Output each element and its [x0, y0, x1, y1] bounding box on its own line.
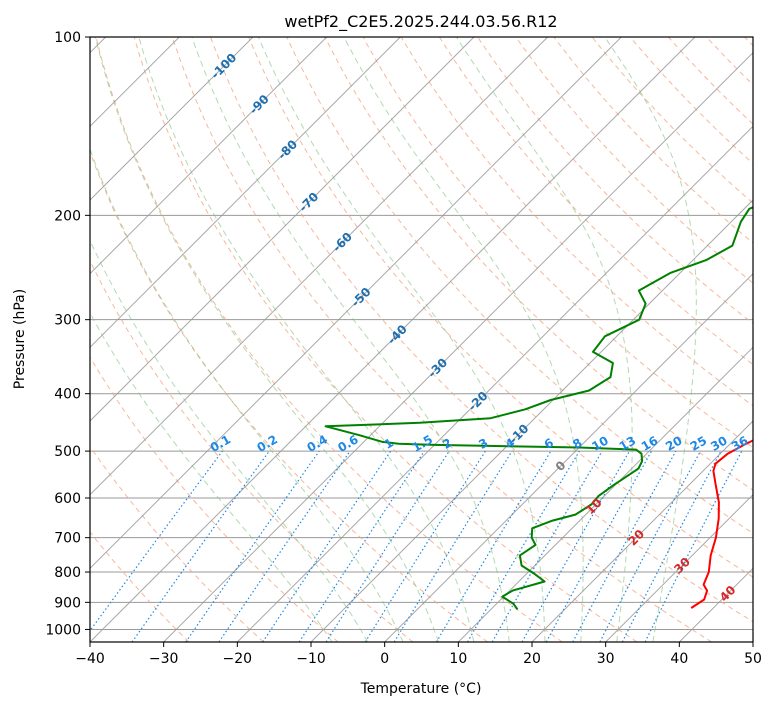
dry-adiabat: [438, 37, 753, 366]
profile-lines: [324, 206, 753, 610]
dry-adiabat: [591, 37, 753, 204]
dry-adiabat: [90, 531, 190, 642]
mixing-ratio-line: [599, 450, 702, 642]
x-tick-label: 20: [523, 651, 541, 667]
mixing-ratio-line: [545, 450, 653, 642]
mixing-ratio-label: 0.1: [208, 432, 233, 455]
moist-adiabat: [90, 311, 333, 642]
moist-adiabat: [90, 239, 369, 642]
x-tick-label: −30: [149, 651, 179, 667]
x-tick-label: 50: [744, 651, 762, 667]
mixing-ratio-line: [325, 450, 450, 642]
temperature-profile: [690, 439, 753, 609]
y-axis-label: Pressure (hPa): [12, 289, 28, 389]
isotherm: [90, 37, 696, 642]
x-tick-label: 30: [597, 651, 615, 667]
y-tick-label: 900: [54, 595, 81, 611]
isotherm: [90, 37, 622, 570]
mixing-ratio-line: [364, 450, 486, 642]
dry-adiabat: [133, 37, 638, 642]
y-tick-label: 100: [54, 30, 81, 46]
x-tick-label: −20: [223, 651, 253, 667]
isotherm: [90, 37, 401, 349]
mixing-ratio-line: [218, 450, 351, 642]
moist-adiabat: [604, 37, 697, 642]
axes: −40 −30 −20 −10 0 10 20 30 40 5010020030040050060…: [45, 30, 762, 667]
isotherm: [310, 199, 753, 642]
isotherm: [90, 37, 328, 275]
mixing-ratio-line: [131, 450, 270, 642]
y-tick-label: 600: [54, 491, 81, 507]
mixing-ratio-label: 0.2: [255, 432, 280, 455]
isotherm: [90, 37, 475, 422]
dry-adiabat: [515, 37, 753, 284]
mixing-ratio-line: [521, 450, 631, 642]
y-tick-label: 400: [54, 387, 81, 403]
mixing-ratio-line: [90, 450, 223, 632]
isotherm: [384, 272, 753, 642]
y-tick-label: 500: [54, 444, 81, 460]
x-tick-label: 40: [670, 651, 688, 667]
dry-adiabat: [248, 37, 753, 578]
mixing-ratio-label: 2: [440, 435, 454, 451]
mixing-ratio-line: [644, 450, 743, 642]
dry-adiabat: [90, 356, 339, 642]
isotherm: [236, 125, 753, 642]
moist-adiabat: [343, 37, 584, 642]
dry-adiabat: [668, 37, 753, 125]
plot-frame: [89, 36, 754, 643]
dry-adiabat: [90, 259, 414, 642]
y-tick-label: 700: [54, 531, 81, 547]
x-axis-label: Temperature (°C): [360, 681, 482, 697]
dry-adiabat: [744, 37, 753, 47]
isotherm: [457, 346, 753, 642]
mixing-ratio-line: [572, 450, 677, 642]
mixing-ratio-line: [393, 450, 513, 642]
dry-adiabat: [706, 37, 753, 86]
dry-adiabat: [90, 150, 488, 642]
x-tick-label: 10: [449, 651, 467, 667]
isotherm: [531, 420, 753, 642]
x-tick-label: −40: [75, 651, 105, 667]
dry-adiabat: [95, 37, 563, 642]
moist-adiabat: [257, 37, 546, 642]
moist-adiabat: [90, 147, 404, 642]
dry-adiabat: [400, 37, 753, 407]
mixing-ratio-label: 3: [476, 435, 490, 451]
background-lines: [90, 37, 753, 642]
x-tick-label: −10: [296, 651, 326, 667]
mixing-ratio-label: 0.6: [335, 432, 360, 455]
isotherm: [90, 37, 254, 201]
dry-adiabat: [553, 37, 753, 244]
dry-adiabat: [210, 37, 753, 623]
mixing-ratio-line: [262, 450, 392, 642]
isotherm: [605, 493, 753, 642]
isotherm: [90, 37, 549, 496]
y-tick-label: 800: [54, 565, 81, 581]
mixing-ratio-label: 0.4: [305, 432, 330, 455]
moist-adiabat: [138, 37, 475, 642]
y-tick-label: 1000: [45, 622, 81, 638]
mixing-ratio-label: 1.5: [410, 432, 435, 455]
dewpoint-profile: [324, 206, 753, 610]
mixing-ratio-label: 6: [542, 435, 556, 451]
mixing-ratio-line: [298, 450, 425, 642]
dry-adiabat: [286, 37, 753, 534]
moist-adiabat: [94, 37, 439, 642]
y-tick-label: 300: [54, 313, 81, 329]
dry-adiabat: [324, 37, 753, 491]
mixing-ratio-line: [185, 450, 320, 642]
isotherm: [678, 567, 753, 642]
chart-title: wetPf2_C2E5.2025.244.03.56.R12: [284, 12, 557, 32]
y-tick-label: 200: [54, 208, 81, 224]
moist-adiabat: [191, 37, 510, 642]
isotherm: [752, 641, 753, 642]
isotherm: [163, 51, 753, 642]
x-tick-label: 0: [380, 651, 389, 667]
dry-adiabat: [90, 445, 264, 642]
